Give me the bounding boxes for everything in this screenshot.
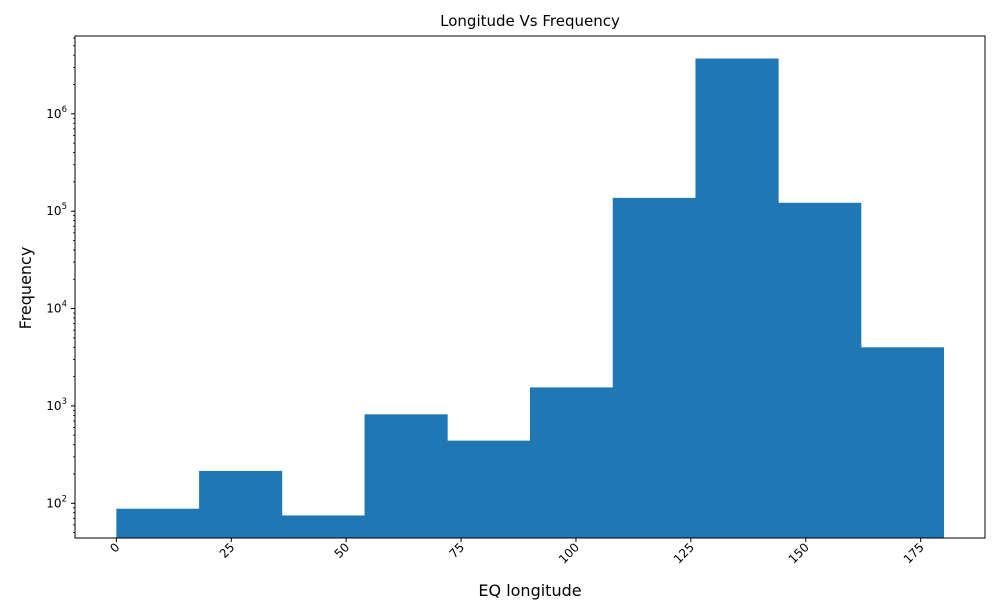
histogram-bar bbox=[612, 197, 696, 539]
histogram-bar bbox=[199, 470, 283, 538]
y-tick-label: 102 bbox=[46, 494, 67, 510]
histogram-bar bbox=[695, 58, 779, 538]
chart-title: Longitude Vs Frequency bbox=[440, 12, 620, 30]
histogram-bar bbox=[447, 440, 531, 538]
y-tick-label: 104 bbox=[46, 300, 67, 316]
histogram-bar bbox=[778, 202, 862, 538]
bars-group bbox=[116, 58, 945, 539]
x-tick-label: 75 bbox=[446, 540, 467, 561]
histogram-bar bbox=[116, 508, 200, 538]
y-axis-ticks: 102 103 104 105 106 bbox=[46, 37, 75, 533]
x-tick-label: 100 bbox=[556, 540, 582, 566]
x-tick-label: 50 bbox=[332, 540, 353, 561]
x-tick-label: 150 bbox=[786, 540, 812, 566]
histogram-bar bbox=[281, 515, 365, 538]
y-axis-label: Frequency bbox=[16, 247, 35, 330]
histogram-bar bbox=[530, 387, 614, 538]
y-tick-label: 106 bbox=[46, 105, 67, 121]
x-tick-label: 125 bbox=[671, 540, 697, 566]
x-tick-label: 25 bbox=[217, 540, 238, 561]
x-axis-ticks: 0 25 50 75 100 125 150 175 bbox=[107, 538, 927, 566]
x-tick-label: 175 bbox=[901, 540, 927, 566]
y-tick-label: 105 bbox=[46, 202, 67, 218]
histogram-bar bbox=[364, 414, 448, 538]
y-tick-label: 103 bbox=[46, 397, 67, 413]
plot-frame bbox=[74, 35, 986, 539]
x-axis-label: EQ longitude bbox=[478, 581, 581, 600]
histogram-bar bbox=[860, 347, 945, 538]
x-tick-label: 0 bbox=[107, 540, 122, 555]
